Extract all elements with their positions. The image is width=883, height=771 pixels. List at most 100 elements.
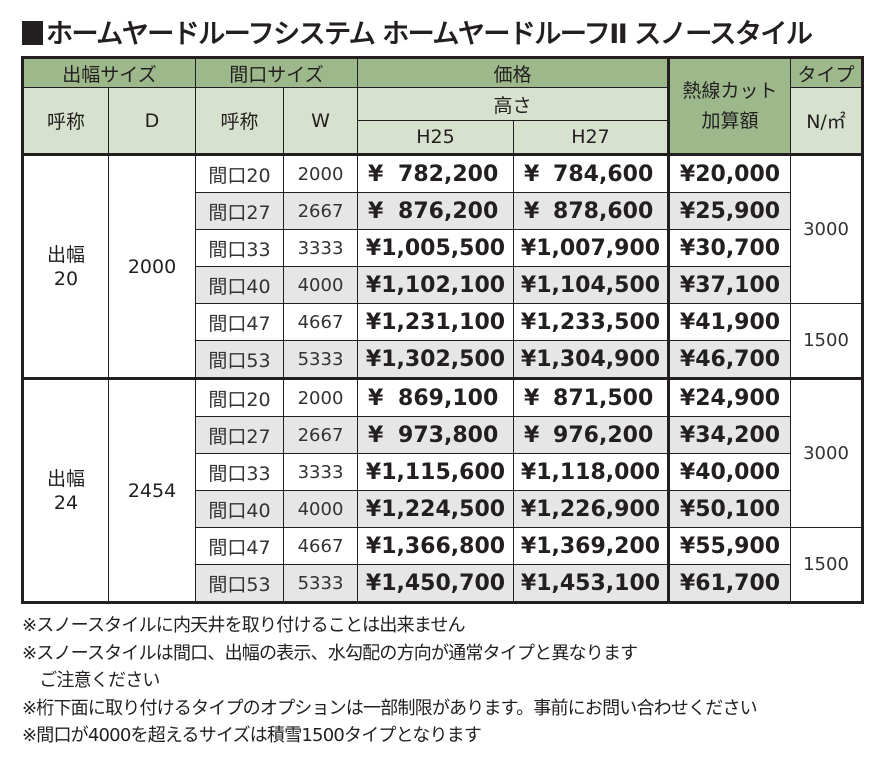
price-h27: ¥1,453,100 [513, 564, 669, 603]
price-h27: ¥1,007,900 [513, 229, 669, 267]
yen-sign: ¥ [368, 385, 384, 411]
heat-cut-line1: 熱線カット [682, 80, 778, 102]
header-width-size: 間口サイズ [195, 57, 358, 88]
price-h25: ¥973,800 [357, 416, 514, 454]
price-value: 782,200 [398, 161, 499, 187]
note-line: ※間口が4000を超えるサイズは積雪1500タイプとなります [22, 725, 482, 746]
note-line: ※スノースタイルに内天井を取り付けることは出来ません [22, 615, 466, 636]
price-h27: ¥1,226,900 [513, 490, 669, 528]
heat-cut-value: ¥30,700 [667, 229, 791, 267]
row-name: 間口53 [195, 564, 284, 603]
price-value: ¥1,233,500 [520, 309, 661, 335]
price-h25: ¥1,005,500 [357, 229, 514, 267]
price-h25: ¥1,102,100 [357, 266, 514, 304]
heat-cut-value: ¥25,900 [667, 192, 791, 230]
header-depth-size: 出幅サイズ [22, 57, 196, 88]
group-name-line2: 20 [53, 267, 79, 290]
note-line: ※スノースタイルは間口、出幅の表示、水勾配の方向が通常タイプと異なります [22, 642, 638, 664]
row-w: 3333 [283, 229, 358, 267]
price-h25: ¥869,100 [357, 377, 514, 417]
row-w: 4000 [283, 266, 358, 304]
row-w: 5333 [283, 340, 358, 379]
header-type: タイプ [790, 57, 863, 88]
row-name: 間口20 [195, 153, 284, 193]
price-value: 878,600 [553, 198, 654, 224]
price-value: 876,200 [398, 198, 499, 224]
price-value: ¥1,453,100 [520, 570, 661, 596]
note-line: ご注意ください [22, 670, 160, 691]
row-name: 間口20 [195, 377, 284, 417]
price-h27: ¥871,500 [513, 377, 669, 417]
note-line: ※桁下面に取り付けるタイプのオプションは一部制限があります。事前にお問い合わせく… [22, 697, 758, 719]
row-w: 4667 [283, 527, 358, 565]
row-w: 2000 [283, 153, 358, 193]
price-value: ¥1,304,900 [520, 346, 661, 372]
price-h27: ¥1,304,900 [513, 340, 669, 379]
price-h25: ¥782,200 [357, 153, 514, 193]
row-w: 4000 [283, 490, 358, 528]
price-h25: ¥876,200 [357, 192, 514, 230]
notes: ※スノースタイルに内天井を取り付けることは出来ません ※スノースタイルは間口、出… [22, 612, 758, 750]
yen-sign: ¥ [368, 198, 384, 224]
price-value: ¥1,007,900 [520, 235, 661, 261]
row-name: 間口27 [195, 416, 284, 454]
page-title: ホームヤードルーフシステム ホームヤードルーフII スノースタイル [22, 12, 813, 51]
yen-sign: ¥ [524, 385, 540, 411]
price-value: ¥1,302,500 [365, 346, 506, 372]
row-w: 2667 [283, 192, 358, 230]
price-h27: ¥878,600 [513, 192, 669, 230]
heat-cut-value: ¥41,900 [667, 303, 791, 341]
price-h25: ¥1,302,500 [357, 340, 514, 379]
row-name: 間口33 [195, 229, 284, 267]
header-d: D [108, 87, 196, 155]
heat-cut-value: ¥61,700 [667, 564, 791, 603]
heat-cut-line2: 加算額 [701, 110, 759, 132]
row-name: 間口40 [195, 490, 284, 528]
price-value: 869,100 [398, 385, 499, 411]
group-d: 2454 [108, 377, 196, 603]
price-h25: ¥1,231,100 [357, 303, 514, 341]
type-value: 1500 [790, 527, 863, 603]
row-name: 間口33 [195, 453, 284, 491]
price-h27: ¥976,200 [513, 416, 669, 454]
price-table: 出幅サイズ 間口サイズ 価格 熱線カット 加算額 タイプ 呼称 D 呼称 W 高さ… [21, 56, 864, 604]
group-name: 出幅 24 [22, 377, 109, 603]
price-value: ¥1,104,500 [520, 272, 661, 298]
row-name: 間口27 [195, 192, 284, 230]
price-h27: ¥784,600 [513, 153, 669, 193]
price-value: ¥1,005,500 [365, 235, 506, 261]
yen-sign: ¥ [368, 422, 384, 448]
price-value: ¥1,102,100 [365, 272, 506, 298]
price-value: 871,500 [553, 385, 654, 411]
group-name-line1: 出幅 [46, 243, 85, 266]
price-value: ¥1,231,100 [365, 309, 506, 335]
heat-cut-value: ¥37,100 [667, 266, 791, 304]
price-value: 973,800 [398, 422, 499, 448]
price-value: ¥1,224,500 [365, 496, 506, 522]
header-h25: H25 [357, 120, 514, 155]
heat-cut-value: ¥24,900 [667, 377, 791, 417]
type-value: 3000 [790, 377, 863, 528]
price-value: 976,200 [553, 422, 654, 448]
header-unit: N/㎡ [790, 87, 863, 155]
row-w: 3333 [283, 453, 358, 491]
yen-sign: ¥ [368, 161, 384, 187]
group-name-line1: 出幅 [46, 467, 85, 490]
row-name: 間口47 [195, 527, 284, 565]
title-text: ホームヤードルーフシステム ホームヤードルーフII スノースタイル [46, 19, 813, 50]
price-h25: ¥1,224,500 [357, 490, 514, 528]
header-w: W [283, 87, 358, 155]
yen-sign: ¥ [524, 161, 540, 187]
price-value: ¥1,118,000 [520, 459, 661, 485]
row-name: 間口53 [195, 340, 284, 379]
price-h25: ¥1,115,600 [357, 453, 514, 491]
price-value: ¥1,366,800 [365, 533, 506, 559]
heat-cut-value: ¥50,100 [667, 490, 791, 528]
price-value: ¥1,369,200 [520, 533, 661, 559]
heat-cut-value: ¥46,700 [667, 340, 791, 379]
price-value: 784,600 [553, 161, 654, 187]
price-value: ¥1,115,600 [365, 459, 506, 485]
price-h27: ¥1,233,500 [513, 303, 669, 341]
header-heat-cut: 熱線カット 加算額 [667, 57, 791, 155]
group-d: 2000 [108, 153, 196, 379]
